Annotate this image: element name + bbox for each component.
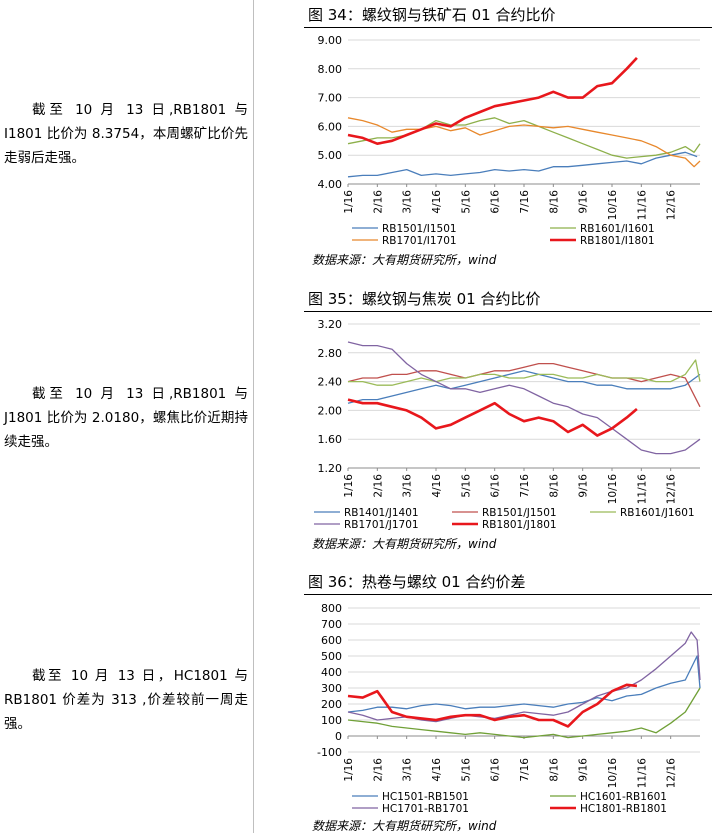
x-tick-label: 8/16	[548, 474, 560, 498]
legend-label: RB1601/J1601	[620, 507, 695, 519]
y-tick-label: 3.20	[318, 318, 343, 331]
y-tick-label: 9.00	[318, 34, 343, 47]
x-tick-label: 2/16	[372, 474, 384, 498]
y-tick-label: 2.40	[318, 376, 343, 389]
legend-label: RB1501/J1501	[482, 507, 557, 519]
y-tick-label: 1.20	[318, 462, 343, 475]
x-tick-label: 5/16	[460, 758, 472, 782]
x-tick-label: 12/16	[666, 190, 678, 221]
y-tick-label: 500	[321, 650, 342, 663]
series-line-rb1501-j1501	[347, 362, 701, 408]
y-tick-label: 100	[321, 714, 342, 727]
chart-title-34: 图 34：螺纹钢与铁矿石 01 合约比价	[308, 6, 556, 24]
title-rule-34	[304, 27, 712, 28]
x-tick-label: 1/16	[343, 474, 355, 498]
series-line-rb1701-j1701	[347, 341, 701, 455]
x-tick-label: 12/16	[666, 758, 678, 789]
legend-label: RB1701/J1701	[344, 519, 419, 531]
series-line-rb1401-j1401	[347, 370, 701, 404]
x-tick-label: 4/16	[431, 190, 443, 214]
chart-rb-coke-ratio: 3.20 2.80 2.40 2.00 1.60 1.201/16 2/16 3/16 4/16…	[314, 318, 701, 531]
series-line-rb1501-i1501	[347, 151, 698, 178]
series-line-hc1801-rb1801	[347, 683, 638, 728]
x-tick-label: 8/16	[548, 758, 560, 782]
y-tick-label: 800	[321, 602, 342, 615]
legend-label: RB1601/I1601	[580, 223, 655, 235]
series-line-rb1701-i1701	[347, 117, 701, 168]
legend-label: RB1801/J1801	[482, 519, 557, 531]
y-tick-label: 6.00	[318, 120, 343, 133]
series-line-rb1801-j1801	[347, 398, 638, 437]
y-tick-label: 400	[321, 666, 342, 679]
chart-title-35: 图 35：螺纹钢与焦炭 01 合约比价	[308, 290, 541, 308]
series-line-rb1801-i1801	[347, 57, 638, 145]
x-tick-label: 3/16	[402, 758, 414, 782]
y-tick-label: 7.00	[318, 92, 343, 105]
x-tick-label: 8/16	[548, 190, 560, 214]
x-tick-label: 10/16	[607, 474, 619, 505]
x-tick-label: 6/16	[490, 758, 502, 782]
y-tick-label: 2.80	[318, 347, 343, 360]
series-line-hc1501-rb1501	[347, 655, 701, 713]
x-tick-label: 6/16	[490, 190, 502, 214]
x-tick-label: 3/16	[402, 474, 414, 498]
y-tick-label: 700	[321, 618, 342, 631]
x-tick-label: 10/16	[607, 190, 619, 221]
x-tick-label: 7/16	[519, 190, 531, 214]
y-tick-label: 8.00	[318, 63, 343, 76]
paragraph-ore-ratio: 截至 10 月 13 日,RB1801 与I1801 比价为 8.3754，本周…	[4, 102, 248, 166]
legend-label: RB1701/I1701	[382, 235, 457, 247]
legend-label: RB1801/I1801	[580, 235, 655, 247]
chart-title-36: 图 36：热卷与螺纹 01 合约价差	[308, 573, 526, 591]
y-tick-label: 200	[321, 698, 342, 711]
y-tick-label: -100	[317, 746, 342, 759]
y-tick-label: 1.60	[318, 433, 343, 446]
legend-label: HC1501-RB1501	[382, 791, 469, 803]
y-tick-label: 0	[335, 730, 342, 743]
x-tick-label: 4/16	[431, 474, 443, 498]
x-tick-label: 2/16	[372, 758, 384, 782]
title-rule-35	[304, 311, 712, 312]
series-line-hc1601-rb1601	[347, 687, 701, 739]
column-divider	[253, 0, 254, 833]
x-tick-label: 5/16	[460, 474, 472, 498]
x-tick-label: 7/16	[519, 474, 531, 498]
title-rule-36	[304, 594, 712, 595]
x-tick-label: 12/16	[666, 474, 678, 505]
y-tick-label: 600	[321, 634, 342, 647]
x-tick-label: 9/16	[578, 474, 590, 498]
source-note-34: 数据来源：大有期货研究所，wind	[312, 253, 497, 267]
legend-label: RB1401/J1401	[344, 507, 419, 519]
x-tick-label: 9/16	[578, 190, 590, 214]
y-tick-label: 300	[321, 682, 342, 695]
x-tick-label: 11/16	[636, 190, 648, 221]
x-tick-label: 6/16	[490, 474, 502, 498]
series-line-rb1601-j1601	[348, 359, 701, 386]
x-tick-label: 2/16	[372, 190, 384, 214]
x-tick-label: 1/16	[343, 190, 355, 214]
source-note-36: 数据来源：大有期货研究所，wind	[312, 819, 497, 833]
x-tick-label: 1/16	[343, 758, 355, 782]
x-tick-label: 11/16	[636, 758, 648, 789]
legend-label: RB1501/I1501	[382, 223, 457, 235]
y-tick-label: 5.00	[318, 149, 343, 162]
x-tick-label: 4/16	[431, 758, 443, 782]
y-tick-label: 2.00	[318, 404, 343, 417]
y-tick-label: 4.00	[318, 178, 343, 191]
legend-label: HC1701-RB1701	[382, 803, 469, 815]
paragraph-hc-spread: 截至 10 月 13 日，HC1801 与RB1801 价差为 313 ,价差较…	[4, 668, 248, 732]
x-tick-label: 10/16	[607, 758, 619, 789]
x-tick-label: 9/16	[578, 758, 590, 782]
chart-rb-iron-ore-ratio: 9.00 8.00 7.00 6.00 5.00 4.001/16 2/16 3/16 4/16…	[318, 34, 701, 247]
x-tick-label: 3/16	[402, 190, 414, 214]
legend-label: HC1601-RB1601	[580, 791, 667, 803]
paragraph-coke-ratio: 截至 10 月 13 日,RB1801 与J1801 比价为 2.0180，螺焦…	[4, 386, 248, 450]
source-note-35: 数据来源：大有期货研究所，wind	[312, 537, 497, 551]
x-tick-label: 11/16	[636, 474, 648, 505]
legend-label: HC1801-RB1801	[580, 803, 667, 815]
x-tick-label: 7/16	[519, 758, 531, 782]
x-tick-label: 5/16	[460, 190, 472, 214]
